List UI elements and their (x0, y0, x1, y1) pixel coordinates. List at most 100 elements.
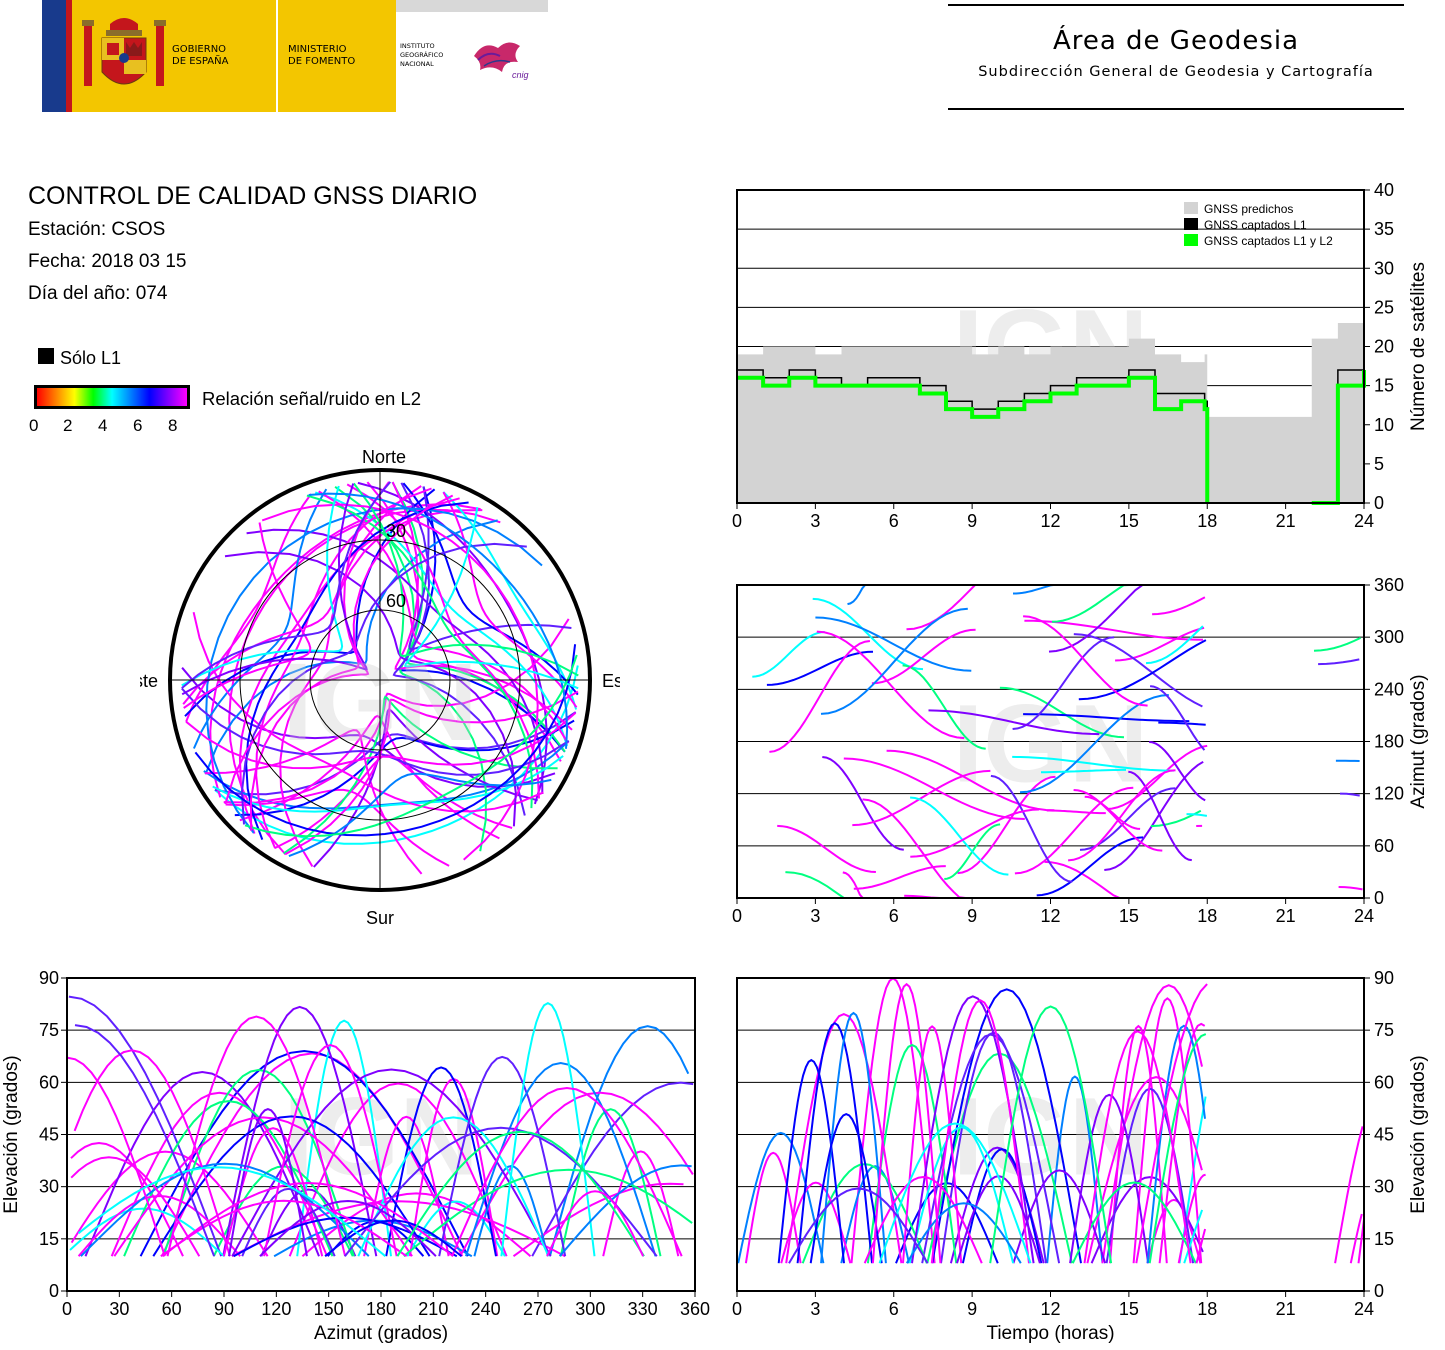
x-tick-label: 300 (575, 1299, 605, 1319)
y-tick-label: 15 (1374, 376, 1394, 396)
area-header: Área de Geodesia Subdirección General de… (948, 4, 1404, 112)
skyplot-track (255, 487, 432, 849)
elevation-time-track (840, 1165, 910, 1264)
skyplot-track (181, 481, 392, 689)
y-tick-label: 180 (1374, 732, 1404, 752)
azimuth-track (1338, 886, 1363, 891)
azimuth-track (1044, 860, 1170, 899)
azimuth-track (852, 769, 991, 827)
elevation-azimuth-track (160, 1052, 464, 1257)
y-tick-label: 60 (1374, 1072, 1394, 1092)
x-tick-label: 15 (1119, 511, 1139, 531)
elevation-azimuth-track (438, 1055, 567, 1257)
azimuth-track (842, 871, 900, 899)
skyplot-track (181, 687, 570, 776)
x-tick-label: 24 (1354, 1299, 1374, 1319)
skyplot-west-label: Oeste (140, 671, 158, 691)
y-tick-label: 25 (1374, 297, 1394, 317)
instituto-text: INSTITUTO GEOGRÁFICO NACIONAL (400, 42, 443, 69)
y-tick-label: 45 (39, 1125, 59, 1145)
x-tick-label: 9 (967, 511, 977, 531)
elevation-time-track (850, 977, 936, 1264)
y-tick-label: 40 (1374, 180, 1394, 200)
skyplot-track (391, 481, 573, 731)
skyplot-track (183, 522, 312, 709)
x-tick-label: 21 (1276, 511, 1296, 531)
skyplot-track (318, 490, 569, 744)
snr-tick-0: 0 (29, 416, 39, 435)
y-tick-label: 300 (1374, 627, 1404, 647)
banner-blue-stripe (42, 0, 66, 112)
y-tick-label: 30 (39, 1177, 59, 1197)
elevation-azimuth-track (259, 1199, 437, 1257)
x-tick-label: 0 (62, 1299, 72, 1319)
y-tick-label: 20 (1374, 337, 1394, 357)
azimuth-track (1023, 713, 1190, 723)
x-tick-label: 9 (967, 906, 977, 926)
skyplot-track (234, 719, 575, 817)
azimuth-track (812, 597, 924, 671)
snr-tick-6: 6 (133, 416, 143, 435)
elevation-time-track (1334, 1126, 1364, 1264)
elevation-time-track (1146, 1198, 1202, 1264)
elevation-azimuth-track (558, 1164, 692, 1257)
azimuth-track (1078, 639, 1207, 701)
skyplot-track (308, 492, 569, 749)
elevation-azimuth-track (344, 1126, 658, 1257)
x-axis-label: Tiempo (horas) (986, 1323, 1114, 1344)
x-tick-label: 3 (810, 906, 820, 926)
elevation-time-track (1177, 1173, 1206, 1264)
x-tick-label: 30 (109, 1299, 129, 1319)
y-axis-label: Elevación (grados) (1408, 1055, 1429, 1213)
elevation-time-track (1195, 1228, 1207, 1264)
coat-of-arms-icon (82, 18, 166, 86)
gobierno-line-2: DE ESPAÑA (172, 56, 229, 67)
azimuth-track (862, 798, 984, 899)
elevation-time-track (737, 1131, 825, 1264)
skyplot-track (404, 507, 579, 690)
azimuth-track (1067, 769, 1176, 862)
instituto-line-3: NACIONAL (400, 60, 434, 68)
elevation-time-track (1069, 1093, 1150, 1264)
skyplot-track (185, 711, 577, 770)
skyplot-track (223, 618, 570, 804)
azimuth-track (1152, 596, 1206, 616)
instituto-line-2: GEOGRÁFICO (400, 51, 444, 59)
azimuth-track (928, 709, 1100, 736)
skyplot-track (239, 714, 500, 840)
elevation-time-chart: 0 15 30 45 60 75 90 0 3 6 9 12 15 18 21 24 Elevación (gr… (732, 968, 1429, 1344)
skyplot-track (240, 542, 527, 825)
azimuth-track (1051, 584, 1163, 623)
elevation-azimuth-track (260, 1188, 357, 1257)
day-of-year-line: Día del año: 074 (28, 283, 168, 304)
x-tick-label: 3 (810, 511, 820, 531)
azimuth-track (752, 631, 825, 678)
gobierno-text: GOBIERNO DE ESPAÑA (172, 44, 228, 68)
x-tick-label: 90 (214, 1299, 234, 1319)
azimuth-track (785, 871, 953, 899)
elevation-time-track (788, 1187, 929, 1264)
elevation-time-track (1148, 1033, 1207, 1264)
satellite-count-chart: 0 5 10 15 20 25 30 35 40 0 3 6 9 12 15 18 21 24 Número de … (732, 180, 1429, 531)
y-tick-label: 0 (1374, 493, 1384, 513)
azimuth-track (1186, 813, 1208, 817)
elevation-azimuth-chart: 0 15 30 45 60 75 90 0 30 60 90 120 150 180 210 240 270 30… (1, 968, 710, 1344)
skyplot-track (392, 482, 526, 816)
elevation-time-track (1012, 1169, 1107, 1264)
date-line: Fecha: 2018 03 15 (28, 251, 187, 272)
elevation-azimuth-track (77, 1194, 241, 1257)
y-tick-label: 15 (1374, 1229, 1394, 1249)
elevation-azimuth-track (113, 1116, 413, 1257)
azimuth-track (1019, 694, 1169, 794)
snr-tick-2: 2 (63, 416, 73, 435)
skyplot-track (346, 483, 540, 799)
azimuth-track (822, 756, 904, 851)
y-tick-label: 10 (1374, 415, 1394, 435)
azimuth-track (1339, 792, 1360, 797)
elevation-time-track (878, 1122, 1032, 1264)
only-l1-label: Sólo L1 (60, 348, 122, 368)
elevation-time-track (1071, 1181, 1197, 1264)
cnig-logo-icon: cnig (474, 42, 529, 80)
plot-border (66, 977, 696, 1292)
